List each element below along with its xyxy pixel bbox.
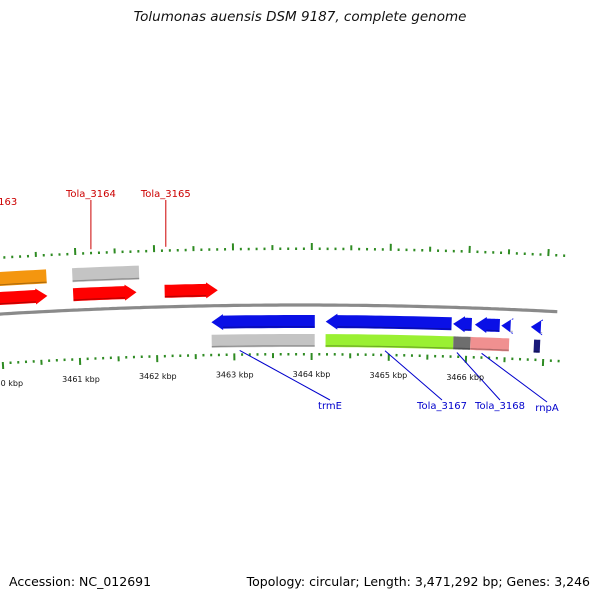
genome-summary-text: Topology: circular; Length: 3,471,292 bp… [246,574,590,589]
gene-feature [453,336,471,350]
callout-line-bottom [456,352,501,401]
callout-line-bottom [384,350,443,401]
gene-feature-shade [223,326,315,328]
gene-feature [501,318,514,335]
scale-label: 3465 kbp [370,371,408,380]
scale-labels: 3460 kbp 3461 kbp 3462 kbp 3463 kbp 3464 kbp… [0,370,484,388]
scale-ticks [1,243,566,370]
gene-feature [164,282,218,299]
scale-label: 3466 kbp [446,373,484,382]
gene-feature [72,265,140,283]
genome-backbone [0,303,558,316]
gene-feature [0,269,47,287]
backbone-line [0,303,558,316]
gene-feature [530,319,543,336]
gene-feature [453,316,472,333]
gene-label-top: Tola_3165 [140,189,191,200]
scale-label: 3464 kbp [293,370,331,379]
gene-feature-shade [0,281,47,286]
gene-feature-shade [72,277,140,282]
gene-feature [325,334,454,350]
gene-feature [211,334,315,348]
gene-label-bottom: Tola_3167 [416,401,467,412]
gene-feature-shade [325,345,454,349]
gene-feature-shade [73,297,126,301]
page-title: Tolumonas auensis DSM 9187, complete gen… [133,9,467,25]
gene-callouts: Tola_3163 Tola_3164 Tola_3165 trmE Tola_3167… [0,189,559,414]
gene-feature [211,314,315,331]
gene-label-top: Tola_3163 [0,197,17,208]
gene-feature [0,288,48,306]
scale-label: 3460 kbp [0,379,23,388]
callout-line-bottom [239,349,331,401]
gene-label-bottom: rnpA [535,403,559,414]
gene-label-top: Tola_3164 [65,189,116,200]
scale-label: 3463 kbp [216,370,254,379]
gene-label-bottom: trmE [318,401,342,412]
gene-feature-shade [453,347,471,350]
gene-label-bottom: Tola_3168 [474,401,525,412]
gene-feature-shade [486,329,500,332]
gene-feature-shade [211,345,315,348]
accession-text: Accession: NC_012691 [9,574,152,589]
scale-label: 3462 kbp [139,372,177,381]
callout-line-bottom [481,352,548,403]
gene-feature [533,339,541,353]
gene-feature-shade [0,301,36,305]
gene-feature [474,317,500,333]
gene-features [0,265,543,353]
gene-feature [470,336,510,352]
scale-label: 3461 kbp [62,375,100,384]
gene-feature-shade [164,295,207,298]
gene-feature [325,313,452,331]
gene-feature-shade [470,348,509,351]
gene-feature-shade [337,326,452,330]
gene-feature [72,284,137,302]
